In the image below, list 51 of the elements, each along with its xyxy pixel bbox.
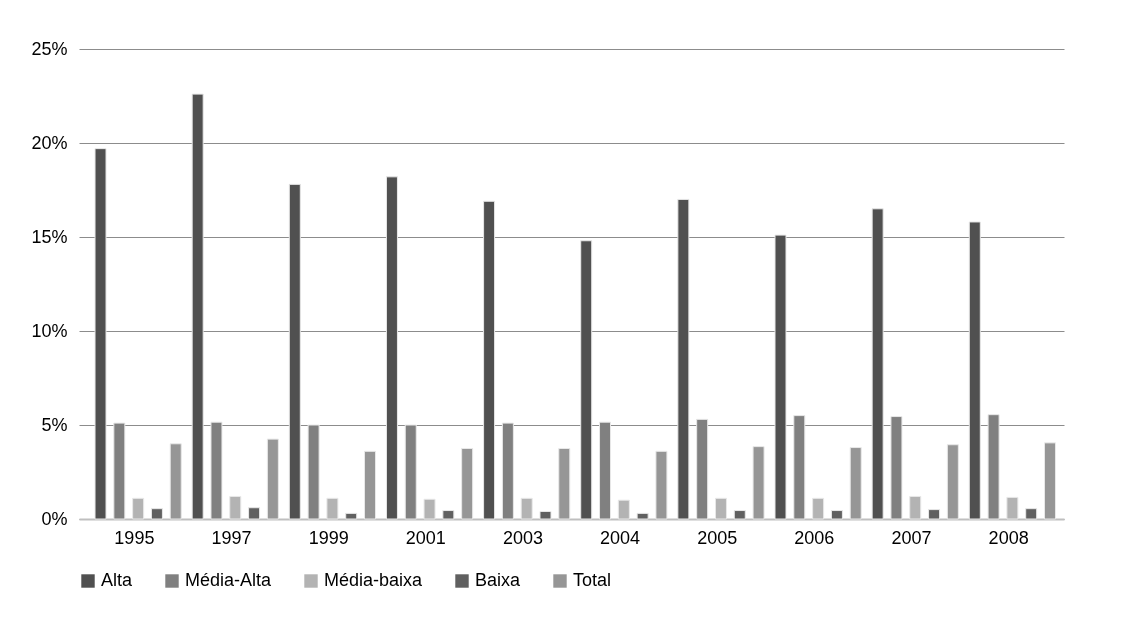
y-tick-label: 15% (31, 226, 68, 247)
y-tick-label: 5% (41, 414, 68, 435)
bar (266, 438, 279, 520)
x-tick-label: 2004 (600, 527, 641, 548)
legend-label: Total (573, 570, 612, 590)
bar (849, 447, 862, 520)
x-tick-label: 1995 (114, 527, 155, 548)
bar (830, 510, 843, 520)
bar (636, 512, 649, 520)
bar (191, 93, 204, 520)
bar (248, 507, 261, 520)
bar (483, 200, 496, 520)
bar (385, 176, 398, 520)
y-tick-label: 10% (31, 320, 68, 341)
bar (1025, 508, 1038, 520)
x-tick-label: 2008 (988, 527, 1029, 548)
legend-label: Média-baixa (324, 570, 424, 590)
x-tick-label: 1997 (211, 527, 252, 548)
bar (752, 446, 765, 520)
x-tick-label: 2006 (794, 527, 835, 548)
x-tick-label: 2001 (405, 527, 446, 548)
y-tick-label: 25% (31, 38, 68, 59)
bar (558, 448, 571, 520)
bar (946, 444, 959, 520)
x-tick-label: 1999 (308, 527, 349, 548)
bar (169, 443, 182, 520)
x-tick-label: 2005 (697, 527, 738, 548)
bar (580, 240, 593, 520)
legend-label: Alta (101, 570, 134, 590)
bar (442, 510, 455, 520)
bar (968, 221, 981, 520)
bar (774, 234, 787, 520)
bar (364, 450, 377, 520)
bar (461, 448, 474, 520)
x-tick-label: 2003 (502, 527, 543, 548)
bar (1043, 442, 1056, 520)
y-tick-label: 0% (41, 508, 68, 529)
bar (655, 450, 668, 520)
bar (539, 510, 552, 520)
bar (677, 198, 690, 520)
legend-label: Média-Alta (185, 570, 273, 590)
bar (871, 208, 884, 520)
bar (288, 183, 301, 520)
bar (733, 510, 746, 520)
bar (928, 509, 941, 520)
legend-label: Baixa (475, 570, 522, 590)
x-tick-label: 2007 (891, 527, 932, 548)
bar (94, 148, 107, 520)
y-tick-label: 20% (31, 132, 68, 153)
bar (150, 508, 163, 520)
bar (345, 512, 358, 520)
